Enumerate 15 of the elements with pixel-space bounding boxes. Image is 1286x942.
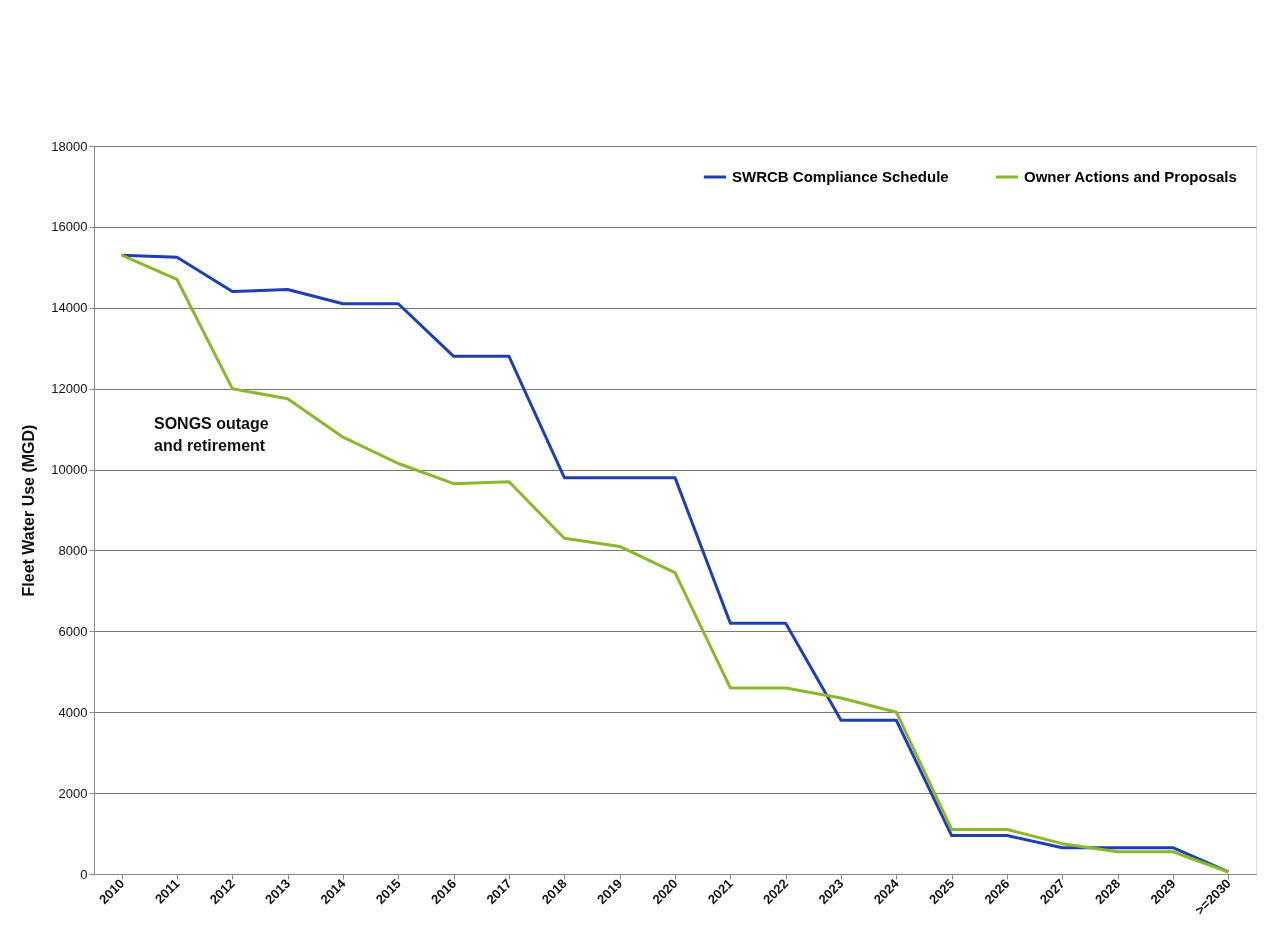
legend-label: SWRCB Compliance Schedule [732, 168, 949, 185]
y-tick-label: 18000 [51, 138, 88, 154]
y-tick-label: 10000 [51, 462, 88, 478]
y-tick-label: 8000 [58, 542, 88, 558]
y-tick-label: 12000 [51, 381, 88, 397]
y-tick-label: 16000 [51, 219, 88, 235]
y-tick-label: 4000 [58, 704, 88, 720]
y-tick-label: 6000 [58, 623, 88, 639]
annotation: SONGS outage and retirement [154, 415, 269, 454]
y-axis-title: Fleet Water Use (MGD) [20, 424, 38, 597]
line-series [120, 253, 1230, 874]
y-tick-label: 0 [80, 866, 88, 882]
y-tick-label: 14000 [51, 300, 88, 316]
legend-label: Owner Actions and Proposals [1024, 168, 1237, 185]
y-tick-label: 2000 [58, 785, 88, 801]
